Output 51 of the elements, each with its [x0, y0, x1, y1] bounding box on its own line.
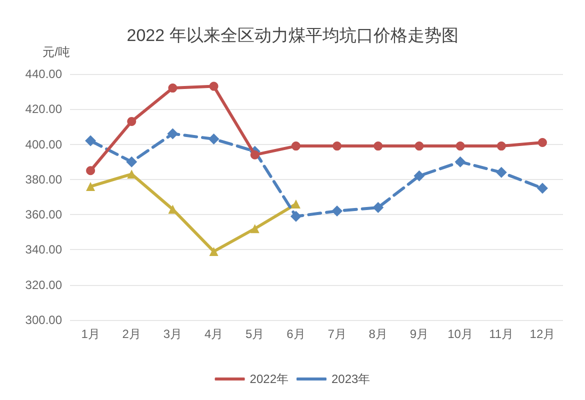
y-tick-label: 320.00 — [25, 278, 62, 292]
point — [496, 142, 506, 151]
point — [209, 82, 218, 91]
legend-label: 2022年 — [250, 372, 289, 386]
point — [86, 182, 96, 191]
point — [208, 134, 220, 145]
point — [291, 200, 300, 209]
point — [85, 135, 96, 146]
point — [86, 166, 96, 176]
y-tick-label: 300.00 — [25, 313, 62, 327]
point — [168, 84, 178, 93]
y-tick-label: 360.00 — [25, 208, 62, 222]
point — [167, 128, 178, 140]
y-tick-label: 440.00 — [25, 67, 62, 81]
point — [414, 170, 425, 182]
point — [127, 116, 136, 126]
chart-title: 2022 年以来全区动力煤平均坑口价格走势图 — [126, 26, 458, 45]
point — [374, 142, 383, 151]
point — [332, 142, 342, 151]
x-tick-label: 7月 — [328, 327, 346, 341]
point — [209, 246, 218, 256]
y-tick-label: 400.00 — [25, 137, 62, 152]
point — [414, 142, 424, 151]
point — [291, 142, 300, 151]
point — [538, 138, 547, 148]
point — [332, 206, 343, 217]
x-tick-label: 3月 — [163, 327, 182, 341]
y-tick-label: 380.00 — [25, 172, 62, 186]
point — [290, 210, 302, 222]
x-tick-label: 9月 — [410, 327, 429, 341]
point — [250, 150, 260, 160]
point — [496, 166, 507, 178]
point — [456, 142, 465, 151]
point — [372, 202, 384, 214]
x-tick-label: 1月 — [81, 327, 100, 341]
x-tick-label: 2月 — [122, 327, 141, 341]
y-axis-title: 元/吨 — [42, 45, 70, 59]
point — [250, 224, 260, 234]
x-tick-label: 10月 — [448, 327, 473, 341]
x-tick-label: 12月 — [530, 327, 556, 341]
point — [454, 156, 466, 168]
x-tick-label: 8月 — [368, 327, 388, 341]
legend-label: 2023年 — [332, 372, 370, 386]
point — [126, 156, 138, 168]
y-tick-label: 340.00 — [25, 242, 62, 257]
x-tick-label: 6月 — [286, 327, 306, 341]
x-tick-label: 11月 — [489, 327, 514, 341]
x-tick-label: 5月 — [246, 327, 264, 341]
x-tick-label: 4月 — [204, 327, 224, 341]
point — [536, 182, 548, 194]
y-tick-label: 420.00 — [25, 102, 62, 116]
